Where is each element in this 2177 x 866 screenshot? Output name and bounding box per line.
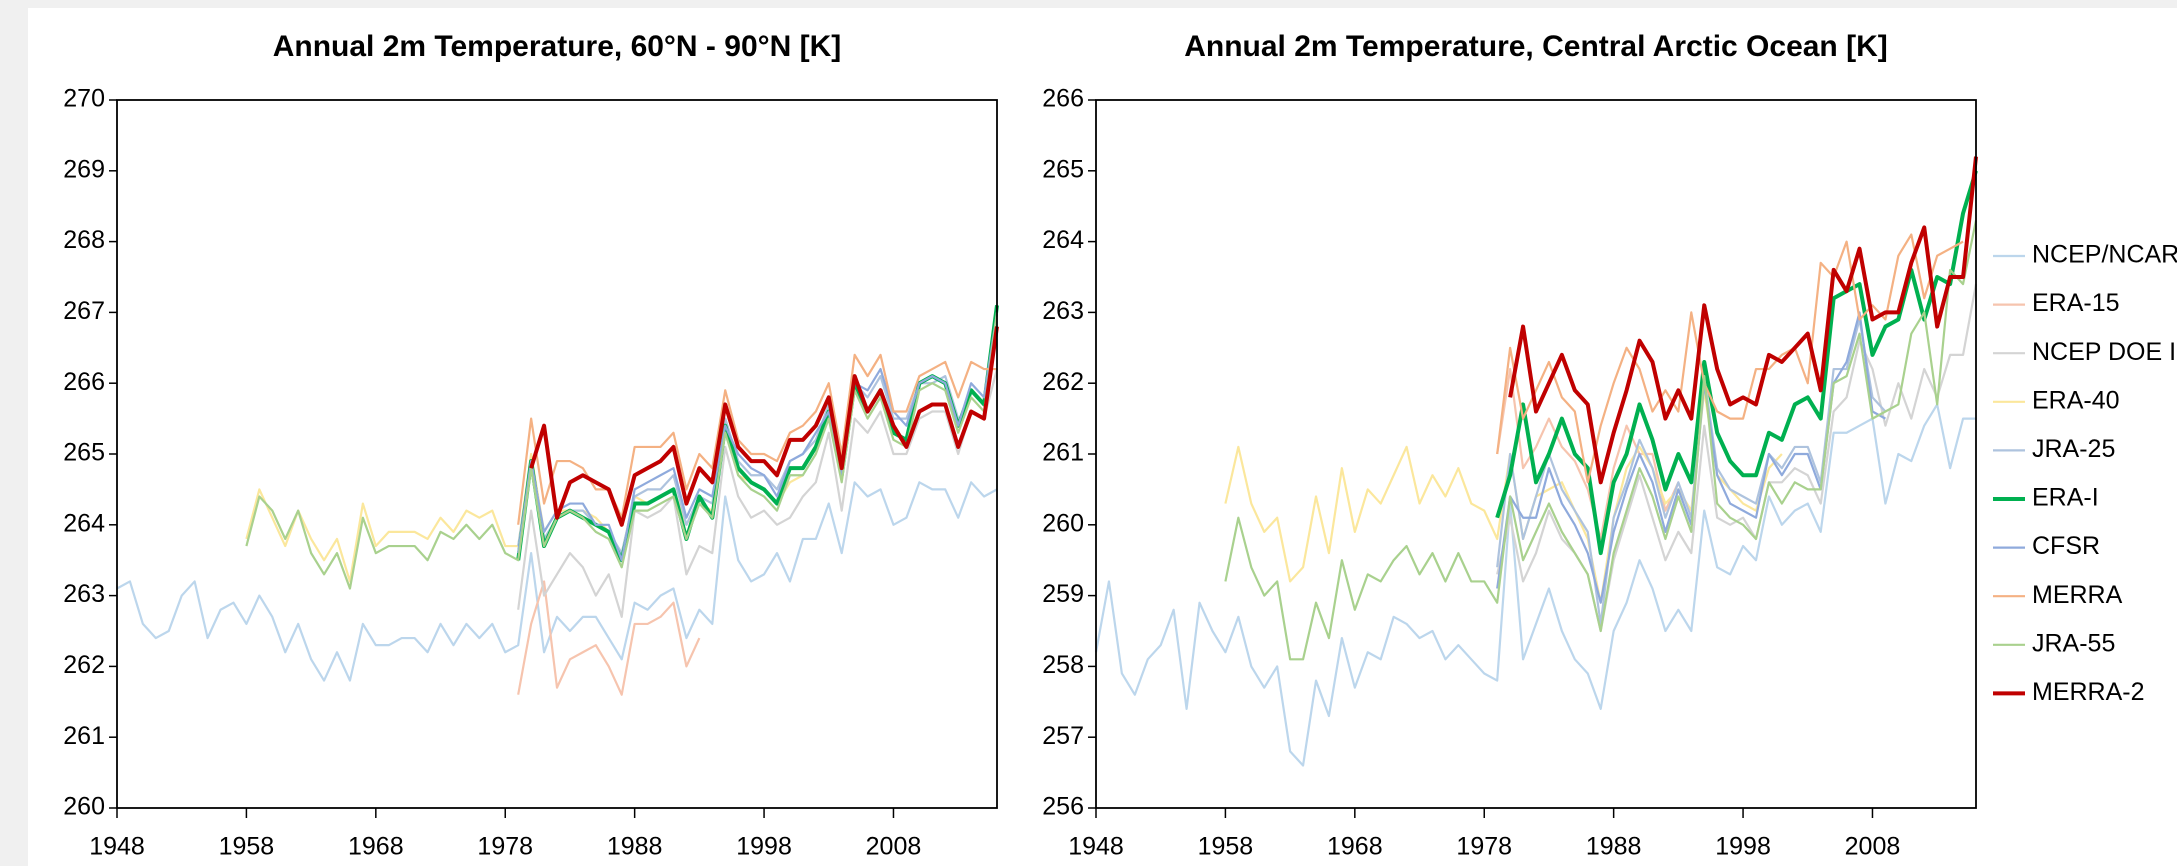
series-line xyxy=(529,326,999,527)
y-tick-label: 265 xyxy=(1042,155,1084,183)
x-tick-label: 1988 xyxy=(1586,833,1642,861)
legend-label: ERA-40 xyxy=(2032,386,2120,414)
series-line xyxy=(517,375,960,555)
x-tick-label: 1978 xyxy=(1456,833,1512,861)
series-line xyxy=(1508,156,1978,485)
legend-label: MERRA xyxy=(2032,581,2123,609)
x-tick-label: 1968 xyxy=(1327,833,1383,861)
series-line xyxy=(517,312,999,562)
x-tick-label: 2008 xyxy=(1845,833,1901,861)
y-tick-label: 261 xyxy=(63,722,105,750)
x-tick-label: 1958 xyxy=(1198,833,1254,861)
y-tick-label: 260 xyxy=(1042,509,1084,537)
chart-title: Annual 2m Temperature, Central Arctic Oc… xyxy=(1184,30,1888,63)
series-line xyxy=(116,481,998,682)
y-tick-label: 264 xyxy=(1042,226,1084,254)
legend-label: CFSR xyxy=(2032,532,2100,560)
y-tick-label: 268 xyxy=(63,226,105,254)
y-tick-label: 267 xyxy=(63,297,105,325)
x-tick-label: 1948 xyxy=(89,833,145,861)
y-tick-label: 269 xyxy=(63,155,105,183)
y-tick-label: 264 xyxy=(63,509,105,537)
y-tick-label: 260 xyxy=(63,793,105,821)
y-tick-label: 261 xyxy=(1042,439,1084,467)
series-line xyxy=(517,580,701,696)
x-tick-label: 1948 xyxy=(1068,833,1124,861)
x-tick-label: 1978 xyxy=(477,833,533,861)
x-tick-label: 1958 xyxy=(219,833,275,861)
y-tick-label: 263 xyxy=(63,580,105,608)
x-tick-label: 1998 xyxy=(1715,833,1771,861)
legend-label: NCEP DOE II xyxy=(2032,338,2177,366)
plot-frame xyxy=(116,99,998,809)
legend-label: JRA-55 xyxy=(2032,629,2115,657)
x-tick-label: 1998 xyxy=(736,833,792,861)
x-tick-label: 2008 xyxy=(866,833,922,861)
legend-label: ERA-15 xyxy=(2032,289,2120,317)
series-line xyxy=(517,368,999,618)
y-tick-label: 266 xyxy=(63,368,105,396)
x-tick-label: 1968 xyxy=(348,833,404,861)
plot-frame xyxy=(1095,99,1977,809)
series-line xyxy=(1495,170,1978,556)
y-tick-label: 266 xyxy=(1042,85,1084,113)
y-tick-label: 257 xyxy=(1042,722,1084,750)
y-tick-label: 262 xyxy=(1042,368,1084,396)
series-line xyxy=(245,312,999,590)
series-line xyxy=(1224,220,1978,661)
legend-label: MERRA-2 xyxy=(2032,678,2145,706)
y-tick-label: 263 xyxy=(1042,297,1084,325)
y-tick-label: 265 xyxy=(63,439,105,467)
series-line xyxy=(1496,367,1680,541)
series-line xyxy=(517,353,997,525)
y-tick-label: 262 xyxy=(63,651,105,679)
legend-label: NCEP/NCAR xyxy=(2032,241,2177,269)
chart-title: Annual 2m Temperature, 60°N - 90°N [K] xyxy=(273,30,842,63)
series-line xyxy=(1094,403,1976,767)
y-tick-label: 256 xyxy=(1042,793,1084,821)
legend-label: JRA-25 xyxy=(2032,435,2115,463)
legend-label: ERA-I xyxy=(2032,484,2099,512)
x-tick-label: 1988 xyxy=(607,833,663,861)
y-tick-label: 259 xyxy=(1042,580,1084,608)
y-tick-label: 258 xyxy=(1042,651,1084,679)
series-line xyxy=(1496,233,1964,484)
y-tick-label: 270 xyxy=(63,85,105,113)
panel xyxy=(28,8,2177,866)
